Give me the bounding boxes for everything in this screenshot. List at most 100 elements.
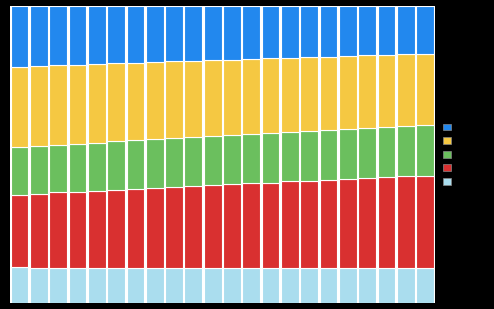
- Bar: [107, 142, 125, 190]
- Bar: [184, 61, 202, 137]
- Bar: [204, 60, 221, 136]
- Bar: [300, 268, 318, 303]
- Bar: [223, 6, 241, 60]
- Bar: [184, 6, 202, 61]
- Bar: [300, 131, 318, 181]
- Bar: [358, 6, 376, 55]
- Bar: [358, 128, 376, 178]
- Bar: [184, 137, 202, 186]
- Bar: [11, 6, 29, 67]
- Bar: [49, 6, 67, 65]
- Bar: [30, 66, 48, 146]
- Bar: [358, 55, 376, 128]
- Bar: [69, 144, 86, 192]
- Bar: [49, 268, 67, 303]
- Bar: [300, 6, 318, 57]
- Bar: [69, 192, 86, 269]
- Bar: [165, 187, 183, 268]
- Bar: [49, 65, 67, 145]
- Bar: [377, 127, 395, 177]
- Bar: [126, 62, 144, 140]
- Bar: [107, 268, 125, 303]
- Bar: [88, 143, 106, 191]
- Bar: [300, 181, 318, 268]
- Bar: [243, 268, 260, 303]
- Bar: [184, 268, 202, 303]
- Bar: [377, 6, 395, 55]
- Bar: [358, 268, 376, 303]
- Bar: [339, 56, 357, 129]
- Bar: [11, 67, 29, 147]
- Bar: [397, 54, 414, 126]
- Bar: [204, 268, 221, 303]
- Bar: [165, 61, 183, 138]
- Bar: [243, 183, 260, 268]
- Bar: [223, 60, 241, 135]
- Bar: [339, 268, 357, 303]
- Bar: [339, 129, 357, 179]
- Bar: [146, 139, 164, 188]
- Bar: [11, 195, 29, 267]
- Bar: [126, 268, 144, 303]
- Bar: [262, 6, 280, 58]
- Bar: [416, 268, 434, 303]
- Bar: [262, 183, 280, 268]
- Bar: [223, 268, 241, 303]
- Bar: [204, 185, 221, 268]
- Bar: [377, 177, 395, 268]
- Bar: [146, 268, 164, 303]
- Bar: [243, 134, 260, 183]
- Bar: [146, 6, 164, 62]
- Bar: [320, 180, 337, 268]
- Bar: [11, 267, 29, 303]
- Legend: , , , , : , , , ,: [443, 123, 453, 186]
- Bar: [281, 6, 299, 58]
- Bar: [107, 190, 125, 268]
- Bar: [69, 269, 86, 303]
- Bar: [320, 130, 337, 180]
- Bar: [88, 64, 106, 143]
- Bar: [397, 268, 414, 303]
- Bar: [320, 6, 337, 57]
- Bar: [397, 176, 414, 268]
- Bar: [416, 176, 434, 268]
- Bar: [377, 55, 395, 127]
- Bar: [243, 6, 260, 59]
- Bar: [146, 188, 164, 268]
- Bar: [416, 54, 434, 125]
- Bar: [339, 179, 357, 268]
- Bar: [126, 6, 144, 62]
- Bar: [165, 6, 183, 61]
- Bar: [69, 6, 86, 65]
- Bar: [146, 62, 164, 139]
- Bar: [204, 6, 221, 60]
- Bar: [30, 6, 48, 66]
- Bar: [126, 140, 144, 188]
- Bar: [30, 194, 48, 268]
- Bar: [30, 268, 48, 303]
- Bar: [107, 6, 125, 63]
- Bar: [281, 58, 299, 132]
- Bar: [107, 63, 125, 142]
- Bar: [223, 184, 241, 268]
- Bar: [281, 268, 299, 303]
- Bar: [165, 138, 183, 187]
- Bar: [88, 6, 106, 64]
- Bar: [88, 191, 106, 268]
- Bar: [30, 146, 48, 194]
- Bar: [204, 136, 221, 185]
- Bar: [49, 193, 67, 268]
- Bar: [126, 188, 144, 268]
- Bar: [262, 58, 280, 133]
- Bar: [416, 6, 434, 54]
- Bar: [397, 6, 414, 54]
- Bar: [320, 57, 337, 130]
- Bar: [184, 186, 202, 268]
- Bar: [397, 126, 414, 176]
- Bar: [416, 125, 434, 176]
- Bar: [262, 268, 280, 303]
- Bar: [262, 133, 280, 183]
- Bar: [300, 57, 318, 131]
- Bar: [223, 135, 241, 184]
- Bar: [339, 6, 357, 56]
